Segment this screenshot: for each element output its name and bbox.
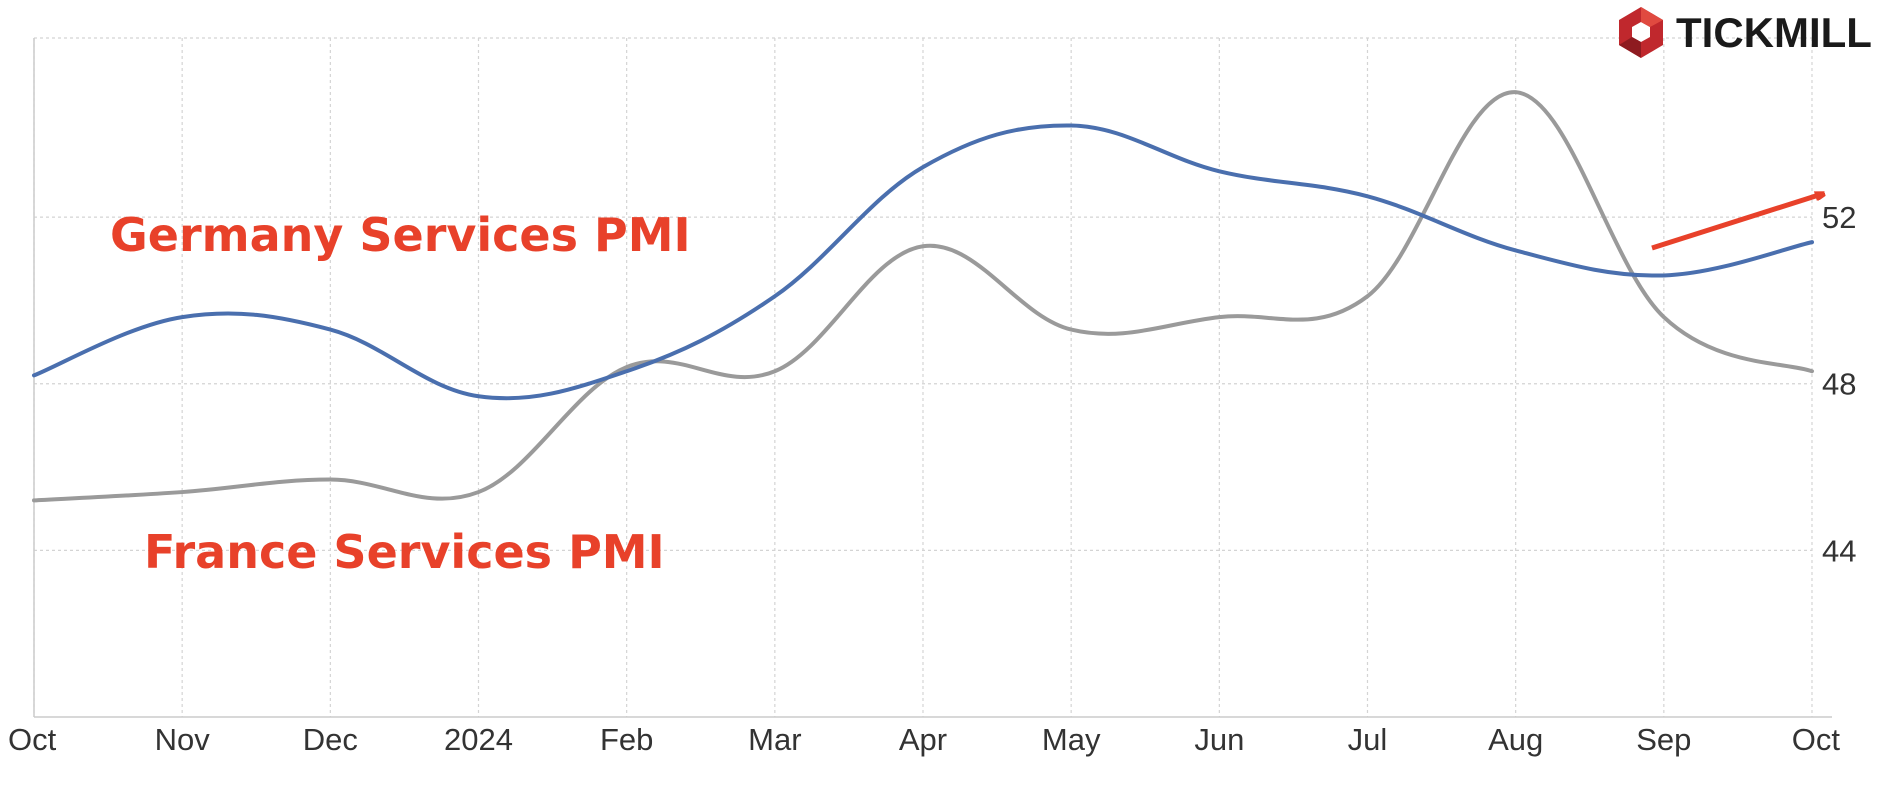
germany-services-pmi-line — [32, 123, 1814, 401]
chart-series — [32, 90, 1814, 503]
x-tick-label: Jun — [1194, 722, 1244, 757]
france-series-annotation: France Services PMI — [144, 525, 665, 579]
x-tick-label: Mar — [748, 722, 801, 757]
y-axis-ticks: 44 48 52 — [1822, 200, 1856, 568]
france-services-pmi-line — [32, 90, 1814, 503]
x-tick-label: Aug — [1488, 722, 1543, 757]
x-tick-label: 2024 — [444, 722, 513, 757]
x-tick-label: Sep — [1636, 722, 1691, 757]
x-tick-label: May — [1042, 722, 1101, 757]
tickmill-logo: TICKMILL — [1619, 7, 1872, 58]
x-axis-ticks: Oct Nov Dec 2024 Feb Mar Apr May Jun Jul Aug Sep Oct — [8, 722, 1840, 757]
x-tick-label: Oct — [8, 722, 57, 757]
x-tick-label: Dec — [303, 722, 358, 757]
y-tick-label: 52 — [1822, 200, 1856, 235]
x-tick-label: Jul — [1348, 722, 1388, 757]
x-tick-label: Apr — [899, 722, 947, 757]
brand-name: TICKMILL — [1676, 9, 1872, 56]
germany-series-annotation: Germany Services PMI — [110, 208, 691, 262]
y-tick-label: 48 — [1822, 367, 1856, 402]
x-tick-label: Nov — [155, 722, 211, 757]
y-tick-label: 44 — [1822, 533, 1856, 568]
x-tick-label: Feb — [600, 722, 653, 757]
hexagon-cube-icon — [1619, 7, 1663, 58]
trend-arrow — [1651, 194, 1822, 251]
chart-grid — [33, 37, 1832, 718]
x-tick-label: Oct — [1792, 722, 1841, 757]
